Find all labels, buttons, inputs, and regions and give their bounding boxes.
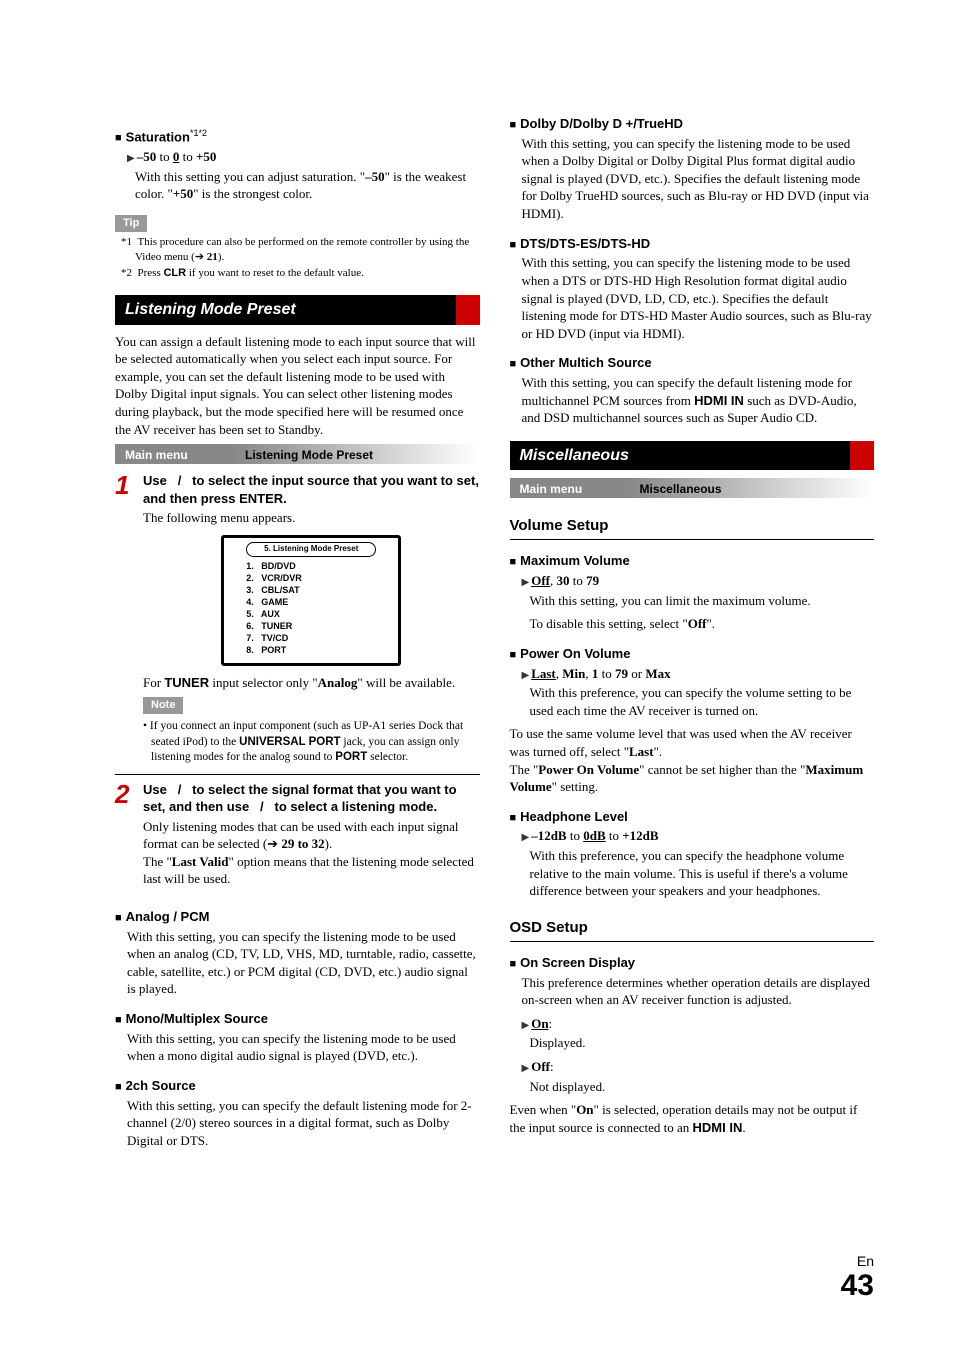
- pon-vol-heading: ■Power On Volume: [510, 645, 875, 663]
- other-text: With this setting, you can specify the d…: [510, 374, 875, 427]
- step-1-follow: The following menu appears.: [143, 509, 480, 527]
- mono-heading: ■Mono/Multiplex Source: [115, 1010, 480, 1028]
- osd-setup-heading: OSD Setup: [510, 918, 875, 942]
- max-vol-heading: ■Maximum Volume: [510, 552, 875, 570]
- hp-range: ▶–12dB to 0dB to +12dB: [510, 827, 875, 845]
- lmp-intro: You can assign a default listening mode …: [115, 333, 480, 438]
- volume-setup-heading: Volume Setup: [510, 516, 875, 540]
- menu-bar-left: Main menu: [115, 444, 235, 464]
- osd-off-desc: Not displayed.: [510, 1078, 875, 1096]
- footnote-1: *1 This procedure can also be performed …: [115, 235, 480, 265]
- monitor-item: 7. TV/CD: [230, 632, 392, 644]
- left-column: ■Saturation*1*2 ▶–50 to 0 to +50 With th…: [115, 115, 480, 1155]
- listening-mode-preset-bar: Listening Mode Preset: [115, 295, 480, 325]
- monitor-item: 5. AUX: [230, 608, 392, 620]
- analog-pcm-text: With this setting, you can specify the l…: [115, 928, 480, 998]
- dts-text: With this setting, you can specify the l…: [510, 254, 875, 342]
- saturation-heading: ■Saturation*1*2: [115, 127, 480, 146]
- note-label: Note: [143, 697, 183, 714]
- max-vol-range: ▶Off, 30 to 79: [510, 572, 875, 590]
- monitor-item: 3. CBL/SAT: [230, 584, 392, 596]
- osd-foot: Even when "On" is selected, operation de…: [510, 1101, 875, 1136]
- page-number: En 43: [841, 1252, 874, 1301]
- misc-menu-bar: Main menu Miscellaneous: [510, 478, 875, 498]
- other-heading: ■Other Multich Source: [510, 354, 875, 372]
- hp-heading: ■Headphone Level: [510, 808, 875, 826]
- osd-on: ▶On:: [510, 1015, 875, 1033]
- step-2-lead: Use / to select the signal format that y…: [143, 781, 480, 816]
- dts-heading: ■DTS/DTS-ES/DTS-HD: [510, 235, 875, 253]
- monitor-title: 5. Listening Mode Preset: [246, 542, 376, 557]
- saturation-range: ▶–50 to 0 to +50: [115, 148, 480, 166]
- step-2-body2: The "Last Valid" option means that the l…: [143, 853, 480, 888]
- twoch-text: With this setting, you can specify the d…: [115, 1097, 480, 1150]
- analog-pcm-heading: ■Analog / PCM: [115, 908, 480, 926]
- hp-desc: With this preference, you can specify th…: [510, 847, 875, 900]
- right-column: ■Dolby D/Dolby D +/TrueHD With this sett…: [510, 115, 875, 1155]
- monitor-item: 2. VCR/DVR: [230, 572, 392, 584]
- menu-bar-left: Main menu: [510, 478, 630, 498]
- monitor-item: 4. GAME: [230, 596, 392, 608]
- tip-label: Tip: [115, 215, 147, 232]
- step-1: 1 Use / to select the input source that …: [115, 472, 480, 775]
- mono-text: With this setting, you can specify the l…: [115, 1030, 480, 1065]
- pon-vol-para1: To use the same volume level that was us…: [510, 725, 875, 760]
- monitor-item: 1. BD/DVD: [230, 560, 392, 572]
- footnote-2: *2 Press CLR if you want to reset to the…: [115, 266, 480, 281]
- monitor-item: 6. TUNER: [230, 620, 392, 632]
- saturation-desc: With this setting you can adjust saturat…: [115, 168, 480, 203]
- step-2-body1: Only listening modes that can be used wi…: [143, 818, 480, 853]
- miscellaneous-bar: Miscellaneous: [510, 441, 875, 471]
- twoch-heading: ■2ch Source: [115, 1077, 480, 1095]
- step-1-note: • If you connect an input component (suc…: [143, 719, 480, 766]
- page-columns: ■Saturation*1*2 ▶–50 to 0 to +50 With th…: [115, 115, 874, 1155]
- osd-intro: This preference determines whether opera…: [510, 974, 875, 1009]
- osd-on-desc: Displayed.: [510, 1034, 875, 1052]
- monitor-menu: 5. Listening Mode Preset 1. BD/DVD 2. VC…: [221, 535, 401, 666]
- pon-vol-range: ▶Last, Min, 1 to 79 or Max: [510, 665, 875, 683]
- max-vol-disable: To disable this setting, select "Off".: [510, 615, 875, 633]
- step-1-lead: Use / to select the input source that yo…: [143, 472, 480, 507]
- dolby-heading: ■Dolby D/Dolby D +/TrueHD: [510, 115, 875, 133]
- step-1-number: 1: [115, 472, 135, 766]
- monitor-item: 8. PORT: [230, 644, 392, 656]
- menu-bar-right: Listening Mode Preset: [235, 444, 480, 464]
- step-2: 2 Use / to select the signal format that…: [115, 781, 480, 896]
- pon-vol-desc: With this preference, you can specify th…: [510, 684, 875, 719]
- max-vol-desc: With this setting, you can limit the max…: [510, 592, 875, 610]
- menu-bar-right: Miscellaneous: [630, 478, 875, 498]
- pon-vol-para2: The "Power On Volume" cannot be set high…: [510, 761, 875, 796]
- dolby-text: With this setting, you can specify the l…: [510, 135, 875, 223]
- lmp-menu-bar: Main menu Listening Mode Preset: [115, 444, 480, 464]
- osd-off: ▶Off:: [510, 1058, 875, 1076]
- step-2-number: 2: [115, 781, 135, 888]
- osd-heading: ■On Screen Display: [510, 954, 875, 972]
- step-1-for: For TUNER input selector only "Analog" w…: [143, 674, 480, 692]
